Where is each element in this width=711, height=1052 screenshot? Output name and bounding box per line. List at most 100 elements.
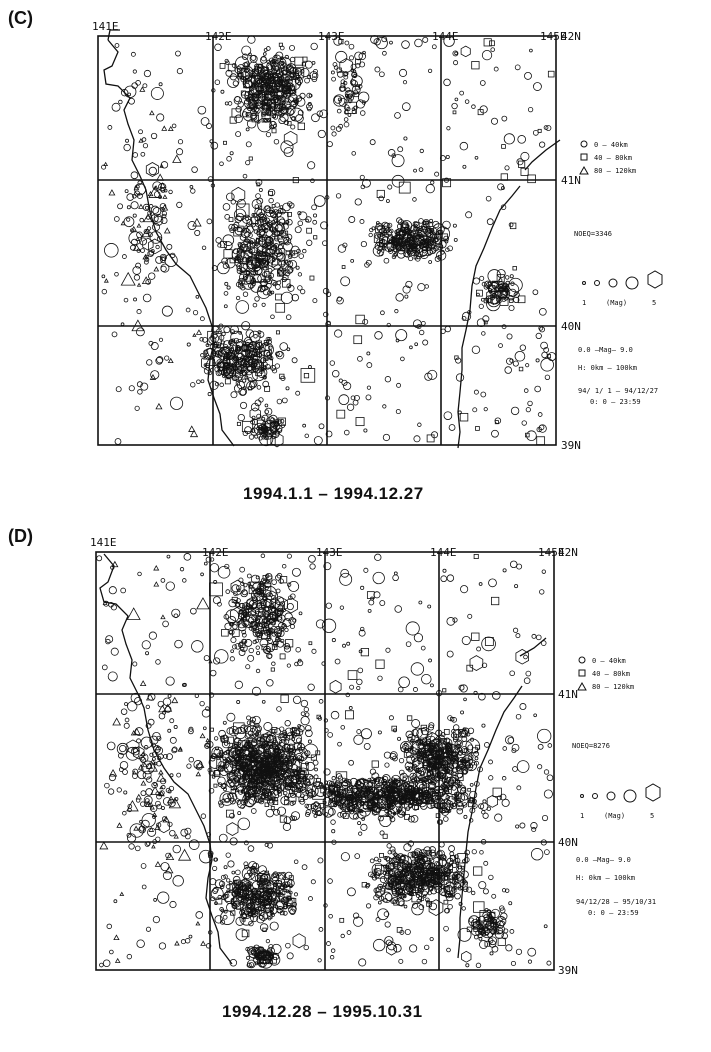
epicenter-marker: [377, 675, 383, 681]
epicenter-marker: [270, 912, 275, 918]
epicenter-marker: [280, 291, 294, 304]
epicenter-marker: [349, 810, 358, 820]
epicenter-marker: [220, 340, 225, 345]
epicenter-marker: [138, 129, 143, 135]
epicenter-marker: [329, 679, 342, 694]
epicenter-marker: [257, 903, 262, 909]
epicenter-marker: [508, 277, 523, 293]
epicenter-marker: [523, 677, 531, 684]
epicenter-marker: [442, 688, 447, 693]
epicenter-marker: [259, 735, 267, 743]
epicenter-marker: [273, 746, 278, 751]
epicenter-marker: [148, 340, 154, 346]
epicenter-marker: [379, 852, 384, 858]
epicenter-marker: [488, 288, 493, 293]
epicenter-marker: [166, 243, 173, 250]
epicenter-marker: [304, 811, 311, 817]
epicenter-marker: [510, 406, 520, 416]
epicenter-marker: [511, 743, 520, 752]
epicenter-marker: [448, 424, 456, 431]
epicenter-marker: [275, 302, 286, 313]
epicenter-marker: [360, 793, 367, 800]
epicenter-marker: [502, 746, 508, 751]
epicenter-marker: [245, 599, 255, 608]
epicenter-marker: [443, 782, 448, 786]
epicenter-marker: [180, 828, 189, 837]
epicenter-marker: [229, 798, 236, 805]
epicenter-marker: [442, 178, 452, 188]
epicenter-marker: [307, 161, 316, 170]
epicenter-marker: [214, 381, 220, 387]
epicenter-marker: [254, 907, 260, 912]
lat-tick: 41N: [561, 174, 581, 187]
epicenter-marker: [243, 611, 250, 618]
epicenter-marker: [256, 285, 271, 299]
epicenter-marker: [308, 365, 312, 369]
epicenter-marker: [525, 670, 532, 677]
epicenter-marker: [405, 621, 420, 636]
epicenter-marker: [130, 171, 139, 180]
epicenter-marker: [120, 89, 129, 97]
lat-tick: 39N: [561, 439, 581, 452]
epicenter-marker: [262, 575, 268, 580]
epicenter-marker: [128, 385, 135, 392]
epicenter-marker: [446, 782, 454, 790]
epicenter-marker: [297, 771, 307, 781]
epicenter-marker: [283, 241, 293, 252]
epicenter-marker: [158, 195, 162, 200]
epicenter-marker: [533, 82, 542, 91]
epicenter-marker: [219, 791, 235, 806]
epicenter-marker: [268, 345, 273, 350]
epicenter-marker: [401, 102, 411, 111]
epicenter-marker: [150, 342, 159, 350]
epicenter-marker: [313, 780, 322, 790]
epicenter-marker: [333, 65, 339, 70]
epicenter-marker: [353, 912, 360, 919]
epicenter-marker: [356, 685, 361, 691]
epicenter-marker: [423, 748, 429, 753]
epicenter-marker: [543, 125, 549, 130]
epicenter-marker: [358, 649, 363, 654]
epicenter-marker: [215, 765, 221, 771]
epicenter-marker: [214, 901, 218, 906]
epicenter-marker: [232, 644, 238, 650]
lon-tick: 142E: [205, 30, 232, 43]
epicenter-marker: [446, 947, 451, 953]
epicenter-marker: [114, 957, 121, 963]
epicenter-marker: [327, 807, 336, 816]
epicenter-marker: [291, 293, 300, 302]
epicenter-marker: [520, 151, 530, 161]
epicenter-marker: [342, 643, 346, 648]
epicenter-marker: [123, 143, 131, 152]
epicenter-marker: [462, 164, 467, 169]
epicenter-marker: [444, 239, 449, 244]
epicenter-marker: [447, 245, 453, 252]
epicenter-marker: [190, 382, 196, 388]
epicenter-marker: [343, 74, 349, 80]
epicenter-marker: [393, 248, 398, 253]
epicenter-marker: [471, 632, 480, 641]
epicenter-marker: [286, 76, 301, 91]
epicenter-marker: [153, 898, 158, 902]
epicenter-marker: [239, 401, 248, 410]
epicenter-marker: [234, 226, 244, 236]
epicenter-marker: [295, 114, 304, 123]
epicenter-marker: [169, 900, 177, 909]
epicenter-marker: [445, 806, 450, 811]
epicenter-marker: [289, 624, 295, 630]
epicenter-marker: [200, 117, 210, 126]
epicenter-marker: [350, 259, 355, 263]
mag-scale-icon: [582, 281, 586, 285]
epicenter-marker: [359, 110, 366, 116]
epicenter-marker: [246, 369, 253, 376]
epicenter-marker: [213, 736, 219, 741]
epicenter-marker: [218, 350, 224, 357]
epicenter-marker: [229, 782, 235, 788]
epicenter-marker: [478, 303, 484, 309]
epicenter-marker: [257, 330, 262, 335]
epicenter-marker: [358, 831, 363, 836]
epicenter-marker: [401, 40, 410, 49]
epicenter-marker: [546, 960, 552, 966]
epicenter-marker: [272, 368, 278, 374]
epicenter-marker: [230, 347, 235, 351]
